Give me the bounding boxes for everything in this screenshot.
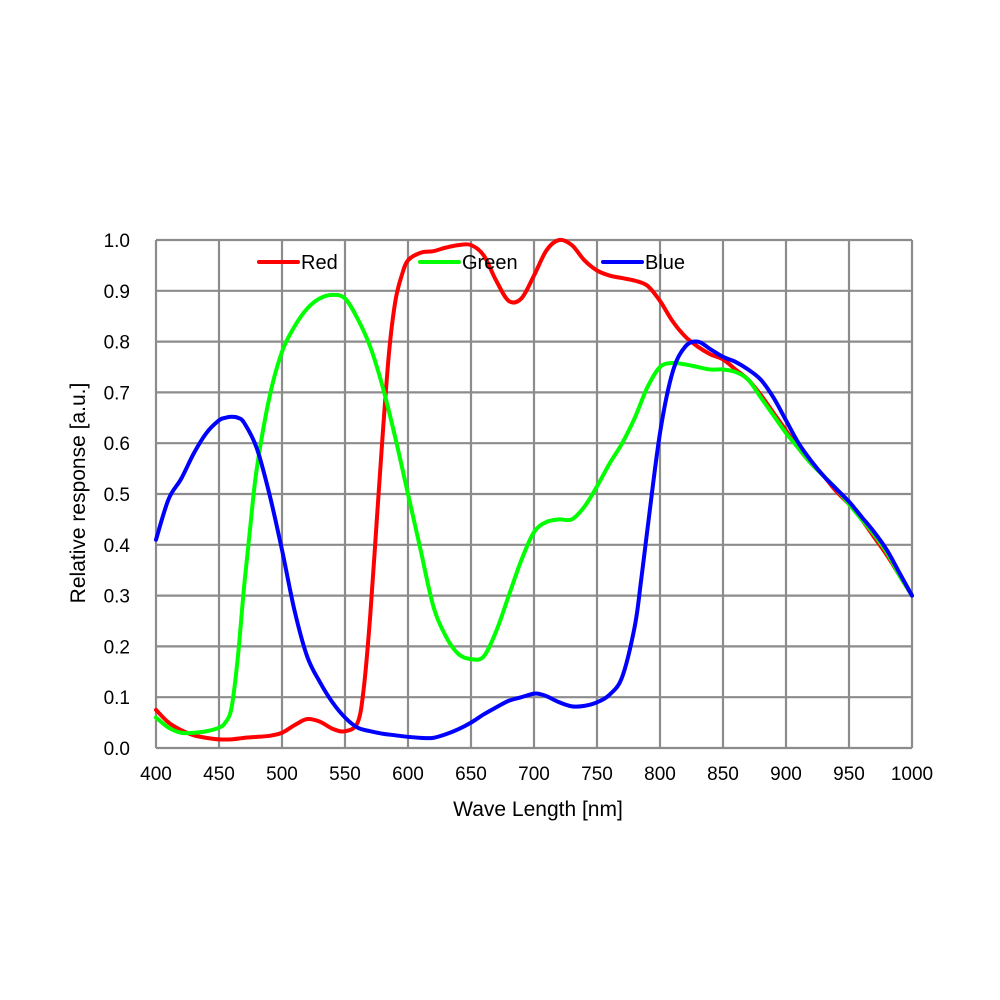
y-tick-label: 0.0 bbox=[104, 739, 130, 760]
y-tick-label: 1.0 bbox=[104, 231, 130, 252]
y-axis-ticks: 0.0 0.1 0.2 0.3 0.4 0.5 0.6 0.7 0.8 0.9 1.0 bbox=[104, 231, 131, 760]
x-tick-label: 800 bbox=[644, 764, 676, 785]
y-axis-title: Relative response [a.u.] bbox=[67, 383, 90, 604]
series-layer bbox=[154, 237, 914, 742]
y-tick-label: 0.2 bbox=[104, 637, 130, 658]
legend-label-red: Red bbox=[301, 252, 338, 274]
x-axis-ticks: 400 450 500 550 600 650 700 750 800 850 900 950 1000 bbox=[140, 764, 933, 785]
y-tick-label: 0.5 bbox=[104, 485, 130, 506]
series-line-blue bbox=[154, 339, 914, 741]
x-tick-label: 850 bbox=[707, 764, 739, 785]
x-tick-label: 750 bbox=[581, 764, 613, 785]
legend-label-blue: Blue bbox=[645, 252, 685, 274]
x-tick-label: 450 bbox=[203, 764, 235, 785]
y-tick-label: 0.8 bbox=[104, 333, 130, 354]
x-axis-title: Wave Length [nm] bbox=[453, 798, 623, 821]
x-tick-label: 1000 bbox=[891, 764, 933, 785]
y-tick-label: 0.6 bbox=[104, 434, 130, 455]
y-tick-label: 0.7 bbox=[104, 383, 130, 404]
x-tick-label: 650 bbox=[455, 764, 487, 785]
y-tick-label: 0.3 bbox=[104, 587, 130, 608]
y-tick-label: 0.4 bbox=[104, 536, 131, 557]
x-tick-label: 700 bbox=[518, 764, 550, 785]
series-line-green bbox=[154, 292, 914, 736]
legend-label-green: Green bbox=[462, 252, 518, 274]
x-tick-label: 550 bbox=[329, 764, 361, 785]
x-tick-label: 400 bbox=[140, 764, 172, 785]
x-tick-label: 950 bbox=[833, 764, 865, 785]
x-tick-label: 900 bbox=[770, 764, 802, 785]
grid bbox=[154, 238, 914, 750]
y-tick-label: 0.9 bbox=[104, 282, 130, 303]
x-tick-label: 500 bbox=[266, 764, 298, 785]
legend: Red Green Blue bbox=[257, 252, 685, 274]
x-tick-label: 600 bbox=[392, 764, 424, 785]
y-tick-label: 0.1 bbox=[104, 688, 130, 709]
